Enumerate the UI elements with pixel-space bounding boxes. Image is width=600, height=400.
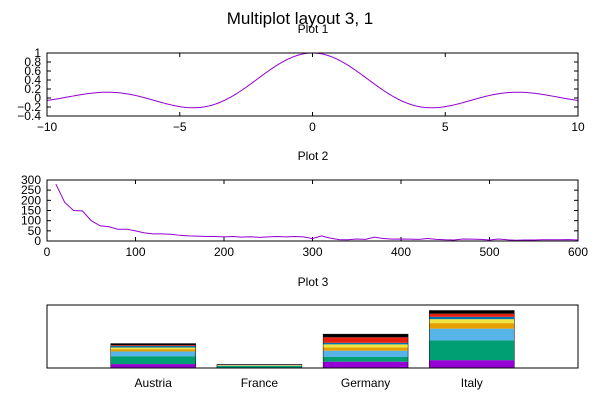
plot-2-xtick-label: 100: [125, 245, 145, 259]
plot-2-xtick-label: 0: [44, 245, 51, 259]
plot-3-bar-segment: [323, 347, 409, 351]
plot-2-xtick-label: 300: [302, 245, 322, 259]
plot-3-bar-segment: [110, 364, 196, 368]
plot-1-ytick-label: 0.2: [24, 82, 41, 96]
plot-1-series-line: [46, 52, 579, 109]
plot-2-ytick-label: 150: [21, 204, 41, 218]
plot-3-bar-segment: [323, 337, 409, 343]
plot-3-bar-segment: [110, 347, 196, 350]
plot-2-frame: [46, 179, 579, 242]
plot-2-ytick-label: 200: [21, 193, 41, 207]
plot-3-bar-segment: [429, 323, 515, 329]
plot-3-category-label: Germany: [341, 376, 390, 390]
plot-2-ytick-label: 50: [28, 224, 42, 238]
plot-3-category-label: France: [241, 376, 279, 390]
plot-3-bar-segment: [323, 356, 409, 362]
plot-3-bar-segment: [429, 319, 515, 324]
plot-3-title: Plot 3: [298, 275, 329, 289]
plot-3-bar-segment: [323, 344, 409, 348]
plot-3-bar-segment: [110, 345, 196, 348]
plot-3-bar-segment: [429, 340, 515, 361]
plot-2-xtick-label: 500: [479, 245, 499, 259]
plot-2-ytick-label: 0: [34, 234, 41, 248]
plot-3-frame: [46, 304, 579, 369]
plot-3-bar-segment: [429, 310, 515, 314]
plot-3-category-labels: Austria France Germany Italy: [135, 376, 483, 390]
plot-1-xtick-label: 0: [309, 120, 316, 134]
plot-2-ytick-label: 250: [21, 183, 41, 197]
plot-3-bar-segment: [429, 316, 515, 320]
plot-3-category-label: Austria: [135, 376, 173, 390]
plot-1-ytick-label: 1: [34, 46, 41, 60]
plot-1-frame: [46, 52, 579, 117]
plot-3-bar-segment: [429, 328, 515, 341]
plot-1-ytick-label: 0.6: [24, 64, 41, 78]
plot-3-bar-segment: [323, 334, 409, 338]
plot-2-xtick-label: 400: [391, 245, 411, 259]
figure-title: Multiplot layout 3, 1: [227, 9, 373, 28]
plot-3-bars: [110, 310, 515, 369]
plot-1-ticks: −10 −5 0 5 10−0.4−0.200.20.40.60.81: [17, 46, 585, 134]
plot-1-ytick-label: 0.8: [24, 55, 41, 69]
plot-1-xtick-label: 10: [571, 120, 585, 134]
plot-3-bar-segment: [323, 361, 409, 368]
plot-3-bar-segment: [216, 366, 302, 368]
plot-3-bar-segment: [110, 345, 196, 346]
plot-3-bar-segment: [429, 360, 515, 368]
plot-2-series-line: [55, 183, 579, 241]
plot-1-ytick-label: 0: [34, 91, 41, 105]
plot-3: Plot 3 Austria France Germany Italy: [46, 275, 579, 390]
plot-3-bar-segment: [110, 343, 196, 346]
plot-1-xtick-label: −5: [173, 120, 187, 134]
plot-2-ytick-label: 300: [21, 173, 41, 187]
plot-3-bar-segment: [110, 356, 196, 365]
plot-3-bar-segment: [110, 349, 196, 352]
plot-2-xtick-label: 600: [568, 245, 588, 259]
plot-1-ytick-label: −0.4: [17, 109, 41, 123]
plot-3-category-label: Italy: [461, 376, 483, 390]
plot-2-ytick-label: 100: [21, 214, 41, 228]
plot-1-xtick-label: 5: [442, 120, 449, 134]
plot-1-ytick-label: −0.2: [17, 100, 41, 114]
plot-2: Plot 2 0 100 200 300 400 500 60005010015020025…: [21, 149, 588, 259]
plot-3-bar-segment: [323, 342, 409, 345]
plot-3-bar-segment: [110, 351, 196, 357]
plot-1-title: Plot 1: [298, 22, 329, 36]
plot-2-xtick-label: 200: [214, 245, 234, 259]
plot-3-bar-segment: [323, 350, 409, 357]
plot-3-bar-segment: [429, 313, 515, 317]
plot-1-xtick-label: −10: [37, 120, 58, 134]
plot-2-title: Plot 2: [298, 149, 329, 163]
plot-1: Plot 1 −10 −5 0 5 10−0.4−0.200.20.40.60.81: [17, 22, 585, 134]
plot-1-ytick-label: 0.4: [24, 73, 41, 87]
